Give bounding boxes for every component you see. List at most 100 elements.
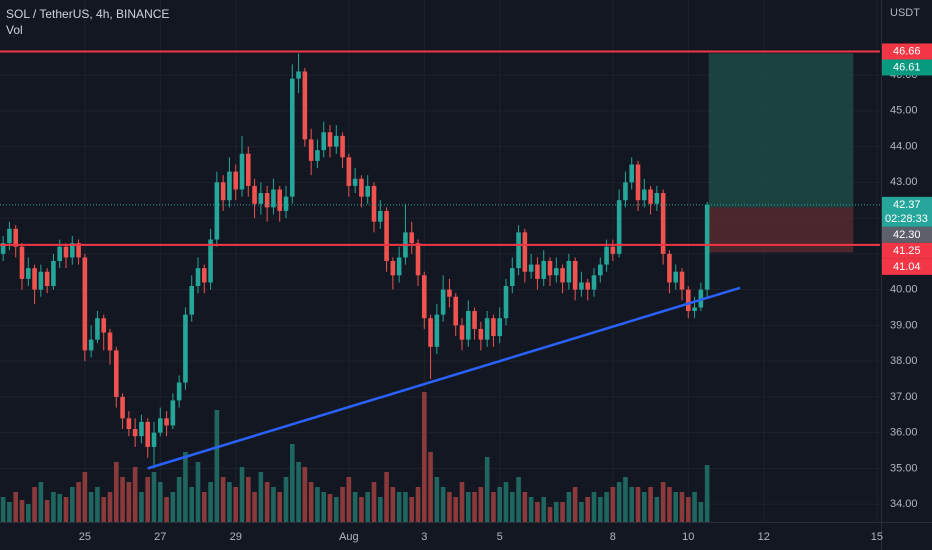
volume-bar — [465, 492, 471, 522]
candle-body — [553, 268, 559, 276]
volume-bar — [692, 492, 697, 522]
candle-body — [447, 289, 452, 297]
volume-bar — [38, 482, 44, 522]
candle-body — [516, 232, 521, 269]
price-label: 46.61 — [893, 61, 921, 73]
volume-bar — [95, 487, 100, 522]
x-tick-label: 29 — [230, 531, 242, 543]
volume-bar — [220, 477, 226, 522]
candle-body — [69, 243, 75, 258]
candle-body — [654, 193, 660, 204]
candle-body — [428, 318, 433, 347]
volume-bar — [685, 497, 691, 522]
candle-body — [252, 185, 257, 204]
volume-bar — [63, 497, 69, 522]
candle-body — [566, 261, 572, 283]
volume-bar — [679, 492, 685, 522]
volume-bar — [440, 487, 446, 522]
candle-body — [208, 239, 213, 283]
candle-body — [139, 421, 144, 437]
candle-body — [25, 268, 31, 279]
candle-body — [465, 311, 471, 340]
candle-body — [201, 268, 207, 283]
volume-bar — [635, 487, 641, 522]
volume-bar — [541, 497, 547, 522]
candle-body — [195, 268, 201, 287]
volume-bar — [13, 492, 19, 522]
volume-bar — [57, 494, 63, 522]
candle-body — [685, 289, 691, 312]
volume-bar — [289, 444, 295, 522]
volume-bar — [327, 494, 333, 522]
candle-body — [478, 328, 484, 340]
candle-body — [107, 332, 113, 351]
volume-bar — [453, 497, 459, 522]
candle-body — [13, 228, 19, 247]
candle-body — [572, 261, 578, 290]
candle-body — [547, 261, 553, 276]
candle-body — [157, 418, 163, 433]
volume-bar — [566, 492, 572, 522]
volume-bar — [176, 477, 182, 522]
y-tick-label: 34.00 — [890, 498, 918, 510]
volume-bar — [484, 457, 490, 522]
volume-bar — [271, 487, 276, 522]
candle-body — [579, 282, 584, 290]
y-tick-label: 35.00 — [890, 462, 918, 474]
candle-body — [560, 268, 565, 283]
volume-bar — [19, 500, 25, 522]
volume-bar — [252, 492, 257, 522]
price-label-box — [882, 258, 932, 275]
volume-bar — [535, 502, 540, 522]
candle-body — [440, 289, 446, 315]
candle-body — [76, 243, 81, 258]
candle-body — [604, 246, 609, 265]
candle-body — [296, 71, 301, 79]
candle-body — [585, 282, 591, 290]
volume-bar — [415, 487, 421, 522]
candle-body — [692, 307, 697, 312]
candle-body — [271, 189, 276, 208]
price-axis-unit: USDT — [890, 7, 920, 19]
price-label: 41.25 — [893, 245, 921, 257]
candle-body — [183, 314, 188, 383]
volume-bar — [107, 492, 113, 522]
volume-bar — [591, 492, 597, 522]
volume-bar — [572, 487, 578, 522]
candle-body — [535, 264, 540, 279]
candle-body — [220, 182, 226, 201]
candle-body — [214, 182, 220, 240]
candle-body — [44, 271, 50, 287]
candle-body — [503, 286, 509, 319]
volume-bar — [698, 502, 704, 522]
volume-bar — [139, 492, 144, 522]
volume-bar — [547, 507, 553, 522]
volume-bar — [32, 487, 37, 522]
candle-body — [629, 164, 635, 183]
candle-body — [126, 418, 132, 430]
volume-bar — [516, 477, 521, 522]
candle-body — [421, 275, 427, 319]
candle-body — [491, 318, 496, 337]
volume-bar — [390, 487, 396, 522]
volume-bar — [704, 465, 710, 522]
volume-bar — [0, 497, 6, 522]
price-label: 42.37 — [893, 199, 921, 211]
candle-body — [648, 189, 653, 204]
candle-body — [333, 135, 339, 147]
candle-body — [667, 253, 672, 283]
volume-bar — [201, 492, 207, 522]
candle-body — [610, 246, 616, 254]
price-label-box — [882, 226, 932, 243]
volume-bar — [25, 504, 31, 522]
volume-bar — [623, 477, 628, 522]
candle-body — [88, 339, 94, 351]
candle-body — [484, 318, 490, 340]
x-tick-label: 12 — [758, 531, 770, 543]
volume-bar — [7, 502, 12, 522]
position-profit-zone — [708, 53, 854, 208]
candle-body — [459, 325, 465, 340]
price-label-box — [882, 59, 932, 76]
candle-body — [472, 311, 477, 329]
volume-bar — [660, 482, 666, 522]
